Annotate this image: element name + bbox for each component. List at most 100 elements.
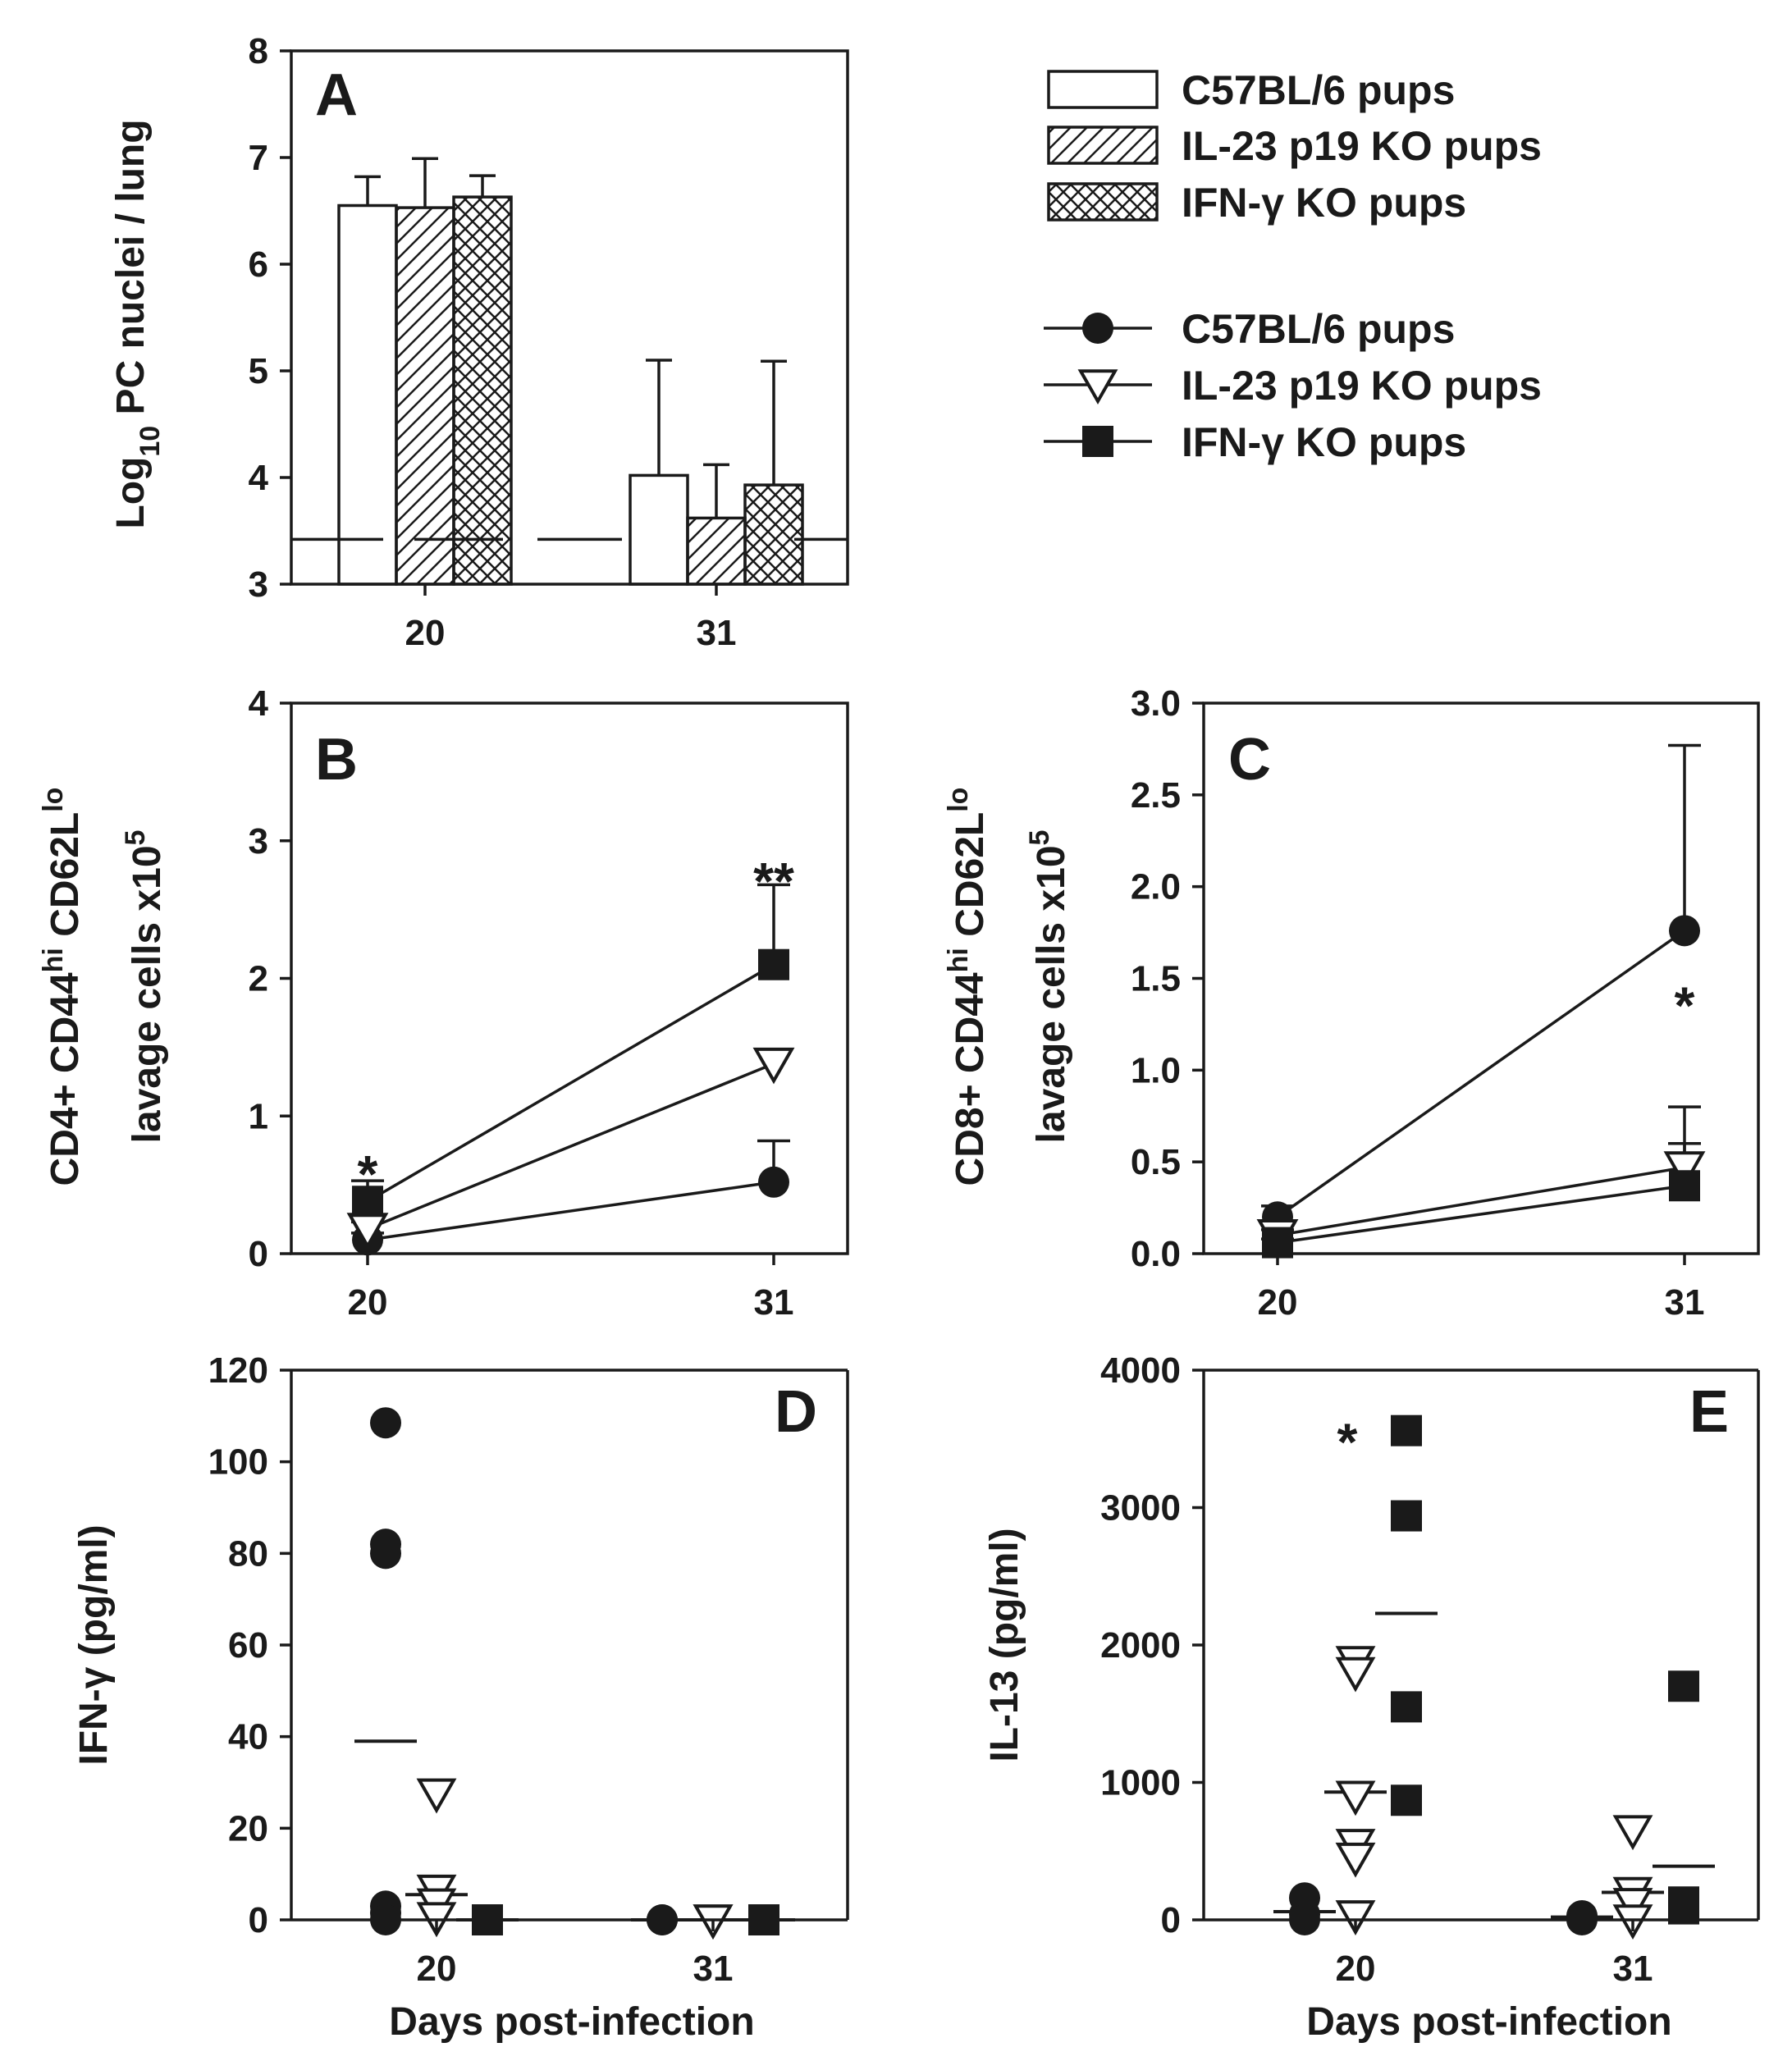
data-point (1668, 1670, 1699, 1702)
bar (452, 195, 513, 586)
x-tick-label: 20 (405, 613, 446, 653)
y-axis-label-subscript: 10 (135, 426, 166, 457)
panel-c: 0.0 0.5 1.0 1.5 2.0 2.5 3.0 20 31 C * CD8+ CD44hi C… (943, 683, 1760, 1323)
data-point (1391, 1784, 1422, 1816)
y-axis-label-part: Log (109, 457, 153, 529)
data-point (1391, 1414, 1422, 1446)
series-line (367, 1062, 775, 1231)
plot-frame (290, 49, 849, 586)
y-axis-label-part: CD4+ CD44 (43, 972, 87, 1186)
bar (395, 206, 455, 586)
x-tick-label: 20 (1258, 1282, 1298, 1323)
panel-label: E (1689, 1379, 1729, 1445)
x-tick-label: 31 (693, 1949, 734, 1989)
y-tick-label: 6 (249, 244, 268, 285)
y-tick-label: 3 (249, 564, 268, 605)
bar (743, 483, 804, 586)
y-axis-label-superscript: 5 (120, 830, 151, 846)
significance-marker: * (358, 1145, 378, 1204)
y-axis-label-part: CD62L (949, 812, 992, 948)
x-tick-label: 20 (348, 1282, 388, 1323)
series-line (1276, 929, 1686, 1218)
x-tick-label: 31 (1665, 1282, 1705, 1323)
x-axis-label: Days post-infection (389, 2000, 754, 2044)
significance-marker: * (1675, 976, 1695, 1035)
y-tick-label: 120 (208, 1350, 268, 1391)
y-tick-label: 2000 (1100, 1625, 1181, 1666)
panel-label: A (315, 62, 358, 128)
y-axis-label: IL-13 (pg/ml) (983, 1528, 1026, 1762)
data-point (1335, 1900, 1376, 1935)
y-tick-label: 3000 (1100, 1488, 1181, 1529)
y-axis-label-part: CD62L (43, 812, 87, 948)
legend: C57BL/6 pups IL-23 p19 KO pups IFN-γ KO pu… (1044, 67, 1542, 465)
x-axis-label: Days post-infection (1306, 2000, 1671, 2044)
panel-a: 3 4 5 6 7 8 20 31 A Log10 PC nuclei / lung (109, 31, 849, 653)
data-point (1391, 1500, 1422, 1532)
y-tick-label: 1 (249, 1096, 268, 1136)
x-tick-label: 20 (417, 1949, 457, 1989)
bar (686, 516, 747, 586)
y-tick-label: 40 (228, 1717, 268, 1757)
series-line (367, 1181, 775, 1241)
data-point (1335, 1842, 1376, 1878)
legend-label: IL-23 p19 KO pups (1182, 123, 1542, 169)
y-axis-label-superscript: hi (943, 948, 974, 972)
y-tick-label: 5 (249, 351, 268, 391)
y-axis-label-line2: lavage cells x105 (120, 830, 169, 1144)
x-tick-label: 20 (1336, 1949, 1376, 1989)
bar (337, 203, 398, 586)
panel-label: B (315, 727, 358, 793)
legend-label: C57BL/6 pups (1182, 306, 1455, 352)
y-axis-label-superscript: 5 (1024, 830, 1055, 846)
significance-marker: ** (753, 852, 794, 911)
data-point (1391, 1691, 1422, 1723)
legend-marker (1077, 369, 1118, 404)
y-tick-label: 4 (249, 458, 269, 498)
y-tick-label: 0 (249, 1900, 268, 1940)
y-tick-label: 1.0 (1131, 1050, 1181, 1090)
panel-d: 0 20 40 60 80 100 120 20 31 D IFN-γ (pg/ml) Days po… (72, 1350, 849, 2044)
data-point (416, 1778, 457, 1814)
data-point (1669, 1170, 1700, 1202)
data-point (370, 1407, 401, 1439)
x-tick-label: 31 (754, 1282, 794, 1323)
y-axis-label-part: lavage cells x10 (126, 845, 169, 1143)
y-axis-label-line1: CD8+ CD44hi CD62Llo (943, 788, 992, 1186)
y-tick-label: 0 (1161, 1900, 1181, 1940)
y-tick-label: 0.5 (1131, 1142, 1181, 1182)
data-point (1663, 1151, 1706, 1188)
legend-label: IFN-γ KO pups (1182, 180, 1466, 226)
y-tick-label: 1.5 (1131, 959, 1181, 999)
legend-label: IFN-γ KO pups (1182, 419, 1466, 465)
y-axis-label-line2: lavage cells x105 (1024, 830, 1073, 1144)
y-tick-label: 60 (228, 1625, 268, 1666)
x-tick-label: 31 (1613, 1949, 1653, 1989)
legend-label: IL-23 p19 KO pups (1182, 363, 1542, 409)
y-tick-label: 0 (249, 1234, 268, 1274)
y-tick-label: 20 (228, 1808, 268, 1848)
y-tick-label: 8 (249, 31, 268, 71)
y-tick-label: 4000 (1100, 1350, 1181, 1391)
y-axis-label-superscript: hi (38, 948, 69, 972)
series-line (1277, 1166, 1685, 1237)
legend-marker (1082, 313, 1113, 344)
data-point (758, 948, 789, 980)
y-axis-label-part: CD8+ CD44 (949, 972, 992, 1186)
y-axis-label-part: PC nuclei / lung (109, 119, 153, 425)
legend-swatch (1047, 182, 1159, 222)
legend-swatch (1047, 126, 1159, 165)
bar (629, 473, 689, 586)
y-axis-label-superscript: lo (38, 788, 69, 812)
series-line (1277, 1184, 1685, 1245)
data-point (1669, 915, 1700, 947)
y-axis-label-superscript: lo (943, 788, 974, 812)
series-line (367, 963, 775, 1203)
y-tick-label: 2 (249, 959, 268, 999)
y-axis-label: IFN-γ (pg/ml) (72, 1524, 116, 1765)
y-tick-label: 80 (228, 1533, 268, 1574)
data-point (1335, 1780, 1376, 1816)
x-tick-label: 31 (697, 613, 737, 653)
